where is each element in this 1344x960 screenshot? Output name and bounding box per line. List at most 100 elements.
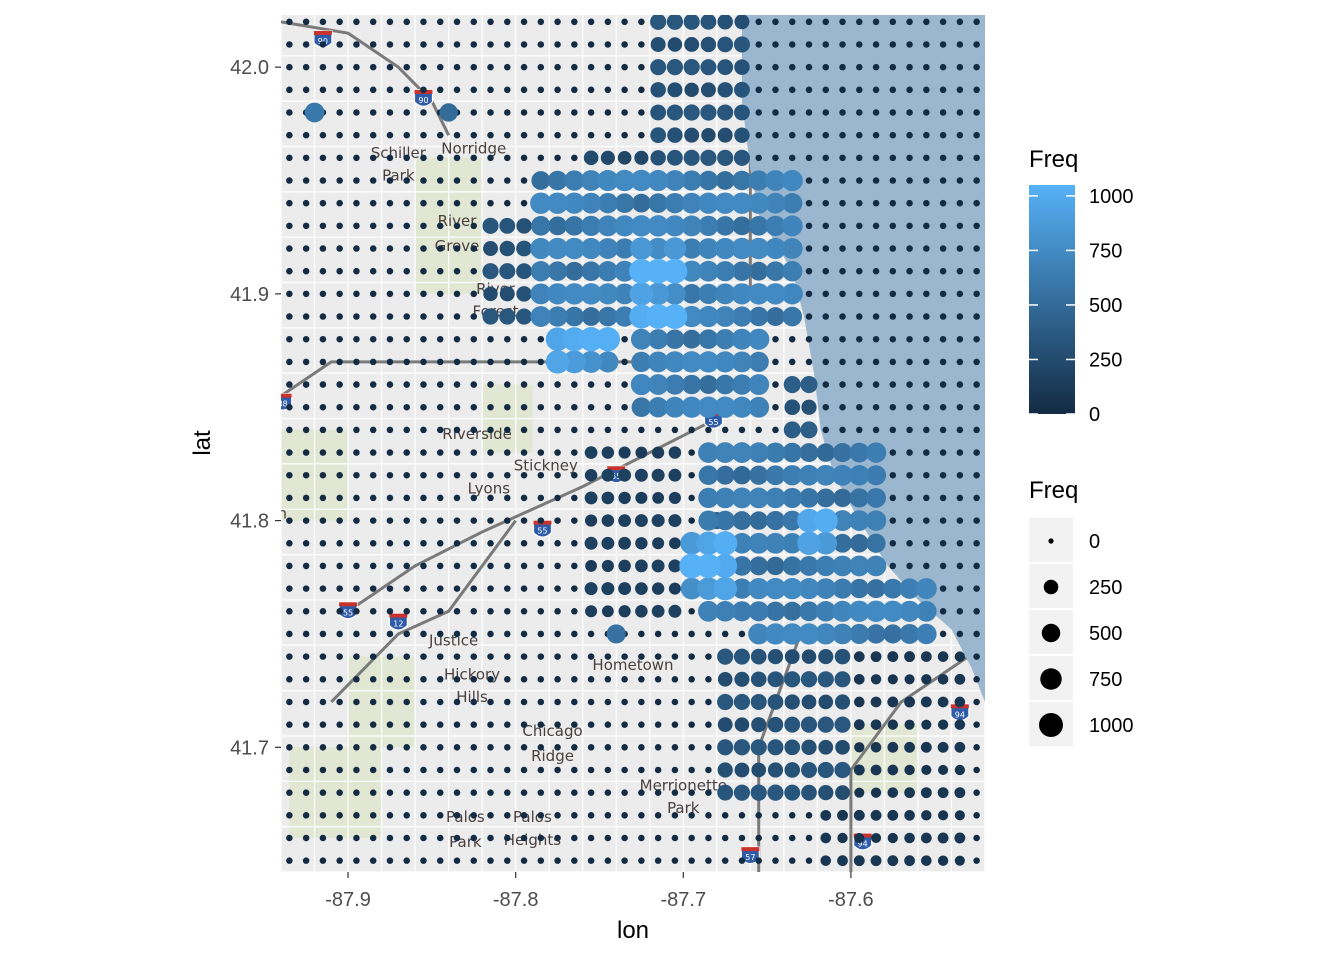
- freq-point: [887, 741, 899, 753]
- freq-point: [889, 290, 897, 298]
- freq-point: [973, 426, 980, 434]
- freq-point: [336, 562, 343, 570]
- freq-point: [671, 834, 679, 842]
- freq-point: [319, 653, 327, 660]
- freq-point: [822, 426, 830, 434]
- freq-point: [487, 154, 494, 162]
- freq-point: [537, 562, 545, 570]
- freq-point: [516, 240, 532, 257]
- freq-point: [286, 698, 293, 706]
- freq-point: [571, 834, 578, 842]
- freq-point: [866, 533, 886, 553]
- freq-point: [554, 539, 561, 547]
- freq-point: [671, 766, 679, 774]
- freq-point: [956, 290, 964, 298]
- freq-point: [453, 653, 461, 660]
- freq-point: [973, 857, 980, 864]
- freq-point: [654, 426, 662, 434]
- freq-point: [420, 766, 427, 774]
- freq-point: [651, 559, 665, 573]
- freq-point: [887, 651, 899, 663]
- freq-point: [420, 335, 427, 343]
- color-legend-bar: [1029, 185, 1075, 414]
- freq-point: [604, 834, 612, 842]
- freq-point: [621, 63, 628, 71]
- freq-point: [872, 426, 880, 434]
- freq-point: [403, 313, 410, 320]
- freq-point: [767, 762, 784, 778]
- freq-point: [717, 59, 734, 76]
- freq-point: [956, 222, 964, 230]
- y-tick-label: 41.7: [230, 737, 269, 759]
- freq-point: [319, 834, 327, 842]
- freq-point: [604, 789, 612, 796]
- freq-point: [420, 789, 427, 796]
- freq-point: [571, 109, 578, 116]
- freq-point: [302, 653, 310, 660]
- freq-point: [604, 63, 612, 71]
- freq-point: [815, 464, 837, 486]
- freq-point: [420, 585, 427, 592]
- freq-point: [504, 608, 511, 615]
- freq-point: [788, 857, 796, 864]
- freq-point: [537, 857, 545, 864]
- freq-point: [666, 15, 684, 30]
- freq-point: [436, 653, 444, 660]
- freq-point: [302, 834, 310, 842]
- freq-point: [353, 290, 360, 298]
- freq-point: [939, 539, 947, 547]
- freq-point: [319, 698, 327, 706]
- freq-point: [369, 834, 377, 842]
- freq-point: [286, 222, 293, 230]
- freq-point: [386, 177, 394, 184]
- freq-point: [286, 517, 293, 524]
- freq-point: [369, 267, 377, 275]
- freq-point: [956, 449, 964, 456]
- freq-point: [482, 308, 499, 325]
- freq-point: [386, 517, 394, 524]
- freq-point: [733, 36, 750, 53]
- freq-point: [520, 539, 528, 547]
- freq-point: [470, 267, 478, 275]
- freq-point: [487, 676, 494, 683]
- freq-point: [353, 267, 360, 275]
- freq-point: [403, 676, 410, 683]
- freq-point: [688, 494, 695, 502]
- freq-point: [453, 381, 461, 388]
- freq-point: [738, 857, 746, 864]
- freq-point: [801, 694, 817, 710]
- freq-point: [319, 630, 327, 638]
- freq-point: [286, 471, 293, 479]
- freq-point: [302, 199, 310, 207]
- freq-point: [336, 131, 343, 139]
- freq-point: [973, 539, 980, 547]
- freq-point: [714, 487, 736, 509]
- freq-point: [571, 744, 578, 751]
- freq-point: [749, 511, 768, 530]
- freq-point: [973, 766, 980, 774]
- freq-point: [578, 327, 604, 352]
- freq-point: [520, 676, 528, 683]
- freq-point: [336, 834, 343, 842]
- freq-point: [403, 608, 410, 615]
- freq-point: [680, 305, 703, 328]
- freq-point: [681, 215, 703, 237]
- freq-point: [369, 608, 377, 615]
- freq-point: [822, 109, 830, 116]
- freq-point: [782, 442, 803, 463]
- freq-point: [587, 86, 595, 94]
- freq-point: [923, 449, 930, 456]
- freq-point: [336, 676, 343, 683]
- freq-point: [772, 358, 779, 366]
- freq-point: [973, 267, 980, 275]
- freq-point: [614, 283, 636, 305]
- freq-point: [906, 539, 913, 547]
- freq-point: [571, 403, 578, 411]
- freq-point: [668, 514, 682, 528]
- freq-point: [369, 177, 377, 184]
- freq-point: [369, 812, 377, 819]
- freq-point: [887, 787, 899, 798]
- freq-point: [453, 86, 461, 94]
- freq-point: [547, 261, 568, 281]
- freq-point: [956, 358, 964, 366]
